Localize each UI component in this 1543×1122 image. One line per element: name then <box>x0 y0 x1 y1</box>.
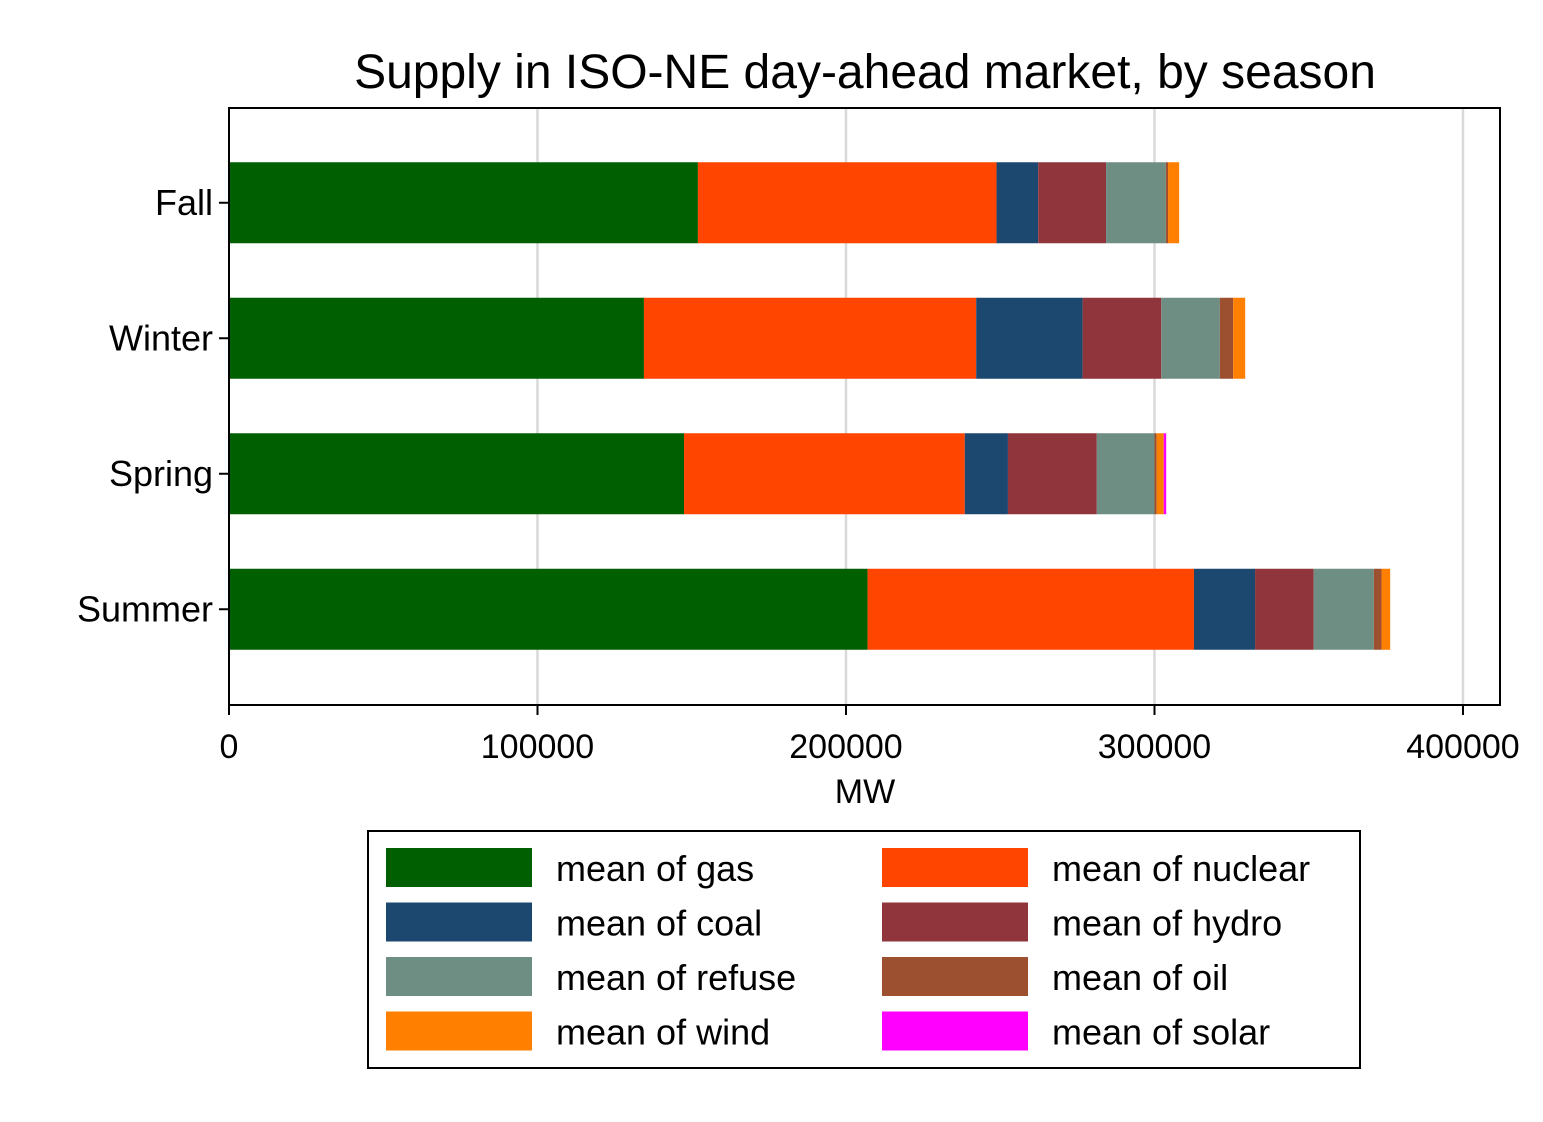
bar-summer-mean-of-refuse <box>1313 568 1374 650</box>
bar-spring-mean-of-refuse <box>1096 433 1155 515</box>
chart-title: Supply in ISO-NE day-ahead market, by se… <box>354 46 1376 99</box>
category-label-winter: Winter <box>109 317 213 358</box>
x-tick-label-1: 100000 <box>481 728 594 766</box>
legend-label-mean-of-refuse: mean of refuse <box>556 957 796 998</box>
bar-fall-mean-of-nuclear <box>697 162 997 244</box>
legend-label-mean-of-hydro: mean of hydro <box>1052 903 1282 944</box>
bar-fall-mean-of-oil <box>1165 162 1169 244</box>
legend-swatch-mean-of-gas <box>386 848 532 887</box>
legend-swatch-mean-of-coal <box>386 902 532 942</box>
bar-spring-mean-of-coal <box>964 433 1008 515</box>
bar-fall-mean-of-coal <box>996 162 1039 244</box>
legend-frame <box>367 830 1361 1069</box>
bar-fall-mean-of-hydro <box>1038 162 1107 244</box>
bar-spring-mean-of-solar <box>1163 433 1167 515</box>
y-axis-category-labels: Fall Winter Spring Summer <box>77 182 229 629</box>
legend-label-mean-of-solar: mean of solar <box>1052 1012 1270 1053</box>
bar-spring-mean-of-oil <box>1154 433 1157 515</box>
bar-winter-mean-of-gas <box>229 297 644 379</box>
x-axis-ticks: 0 100000 200000 300000 400000 <box>220 705 1520 766</box>
category-label-spring: Spring <box>109 453 213 494</box>
bar-spring-mean-of-wind <box>1156 433 1164 515</box>
legend-label-mean-of-wind: mean of wind <box>556 1012 770 1053</box>
bar-winter-mean-of-nuclear <box>643 297 977 379</box>
legend-label-mean-of-coal: mean of coal <box>556 903 762 944</box>
x-tick-label-0: 0 <box>220 728 239 766</box>
bar-summer-mean-of-nuclear <box>867 568 1194 650</box>
legend-swatch-mean-of-solar <box>882 1011 1028 1051</box>
legend-label-mean-of-gas: mean of gas <box>556 848 754 889</box>
legend-swatch-mean-of-refuse <box>386 957 532 996</box>
bar-fall-mean-of-gas <box>229 162 698 244</box>
bar-summer-mean-of-hydro <box>1255 568 1314 650</box>
x-tick-label-2: 200000 <box>789 728 902 766</box>
bar-fall-mean-of-wind <box>1168 162 1180 244</box>
bar-summer-mean-of-coal <box>1193 568 1256 650</box>
category-label-fall: Fall <box>155 182 213 223</box>
legend-label-mean-of-nuclear: mean of nuclear <box>1052 848 1310 889</box>
x-tick-label-4: 400000 <box>1406 728 1519 766</box>
bar-spring-mean-of-nuclear <box>684 433 965 515</box>
x-axis-title: MW <box>835 773 895 811</box>
legend-swatch-mean-of-oil <box>882 957 1028 996</box>
bar-winter-mean-of-hydro <box>1082 297 1162 379</box>
bar-spring-mean-of-gas <box>229 433 685 515</box>
bar-summer-mean-of-oil <box>1373 568 1382 650</box>
bar-spring-mean-of-hydro <box>1007 433 1097 515</box>
legend-swatch-mean-of-wind <box>386 1011 532 1051</box>
legend-label-mean-of-oil: mean of oil <box>1052 957 1228 998</box>
legend: mean of gas mean of nuclear mean of coal me… <box>367 830 1361 1069</box>
bar-winter-mean-of-coal <box>976 297 1083 379</box>
bars <box>229 162 1391 650</box>
x-tick-label-3: 300000 <box>1098 728 1211 766</box>
bar-winter-mean-of-wind <box>1233 297 1246 379</box>
bar-winter-mean-of-refuse <box>1161 297 1220 379</box>
category-label-summer: Summer <box>77 588 213 629</box>
bar-fall-mean-of-refuse <box>1106 162 1166 244</box>
bar-winter-mean-of-oil <box>1219 297 1234 379</box>
legend-swatch-mean-of-nuclear <box>882 848 1028 887</box>
bar-summer-mean-of-wind <box>1381 568 1391 650</box>
bar-summer-mean-of-gas <box>229 568 868 650</box>
legend-swatch-mean-of-hydro <box>882 902 1028 942</box>
